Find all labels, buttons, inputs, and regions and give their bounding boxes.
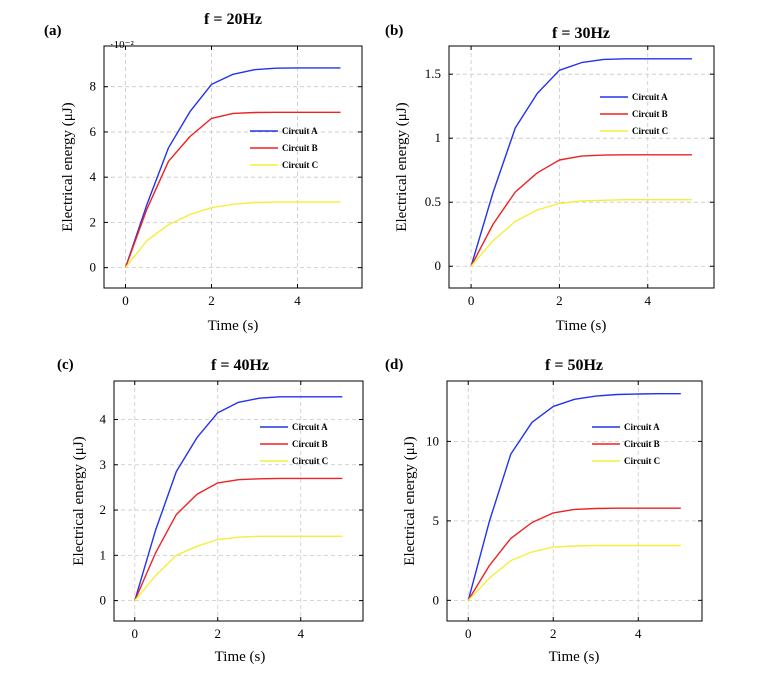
x-tick-label: 4 [645,293,652,308]
legend-label: Circuit A [292,422,328,432]
chart-title: f = 30Hz [552,25,610,42]
legend-label: Circuit B [282,143,318,153]
y-tick-label: 1.5 [425,66,441,81]
y-tick-label: 0 [435,258,442,273]
series-line-circuit-b [134,477,343,601]
y-tick-label: 8 [90,79,97,94]
y-tick-label: 0 [433,592,440,607]
panel-label: (a) [44,23,62,39]
x-axis-label: Time (s) [556,318,607,334]
series-line-circuit-a [124,67,341,268]
series-line-circuit-b [470,154,692,267]
y-tick-label: 10 [426,433,439,448]
legend-label: Circuit C [624,456,660,466]
y-tick-label: 6 [90,124,97,139]
series-line-circuit-b [124,111,341,268]
y-tick-label: 0 [100,593,107,608]
y-axis-label: Electrical energy (μJ) [394,102,410,231]
legend-label: Circuit C [282,160,318,170]
legend-label: Circuit B [624,439,660,449]
y-tick-label: 0.5 [425,194,441,209]
y-axis-exponent: ·10⁻² [110,39,134,51]
y-tick-label: 2 [90,214,97,229]
y-tick-label: 2 [100,502,107,517]
series-line-circuit-c [467,544,681,601]
legend-label: Circuit B [632,109,668,119]
series-line-circuit-a [134,396,343,601]
series-line-circuit-c [470,198,692,267]
x-tick-label: 2 [208,293,215,308]
x-tick-label: 4 [294,293,301,308]
series-line-circuit-c [124,201,341,269]
x-axis-label: Time (s) [549,649,600,665]
x-axis-label: Time (s) [208,318,259,334]
y-tick-label: 1 [100,547,107,562]
x-tick-label: 4 [298,626,305,641]
y-tick-label: 5 [433,513,440,528]
chart-panel-4: 0 2 4 0 5 10 Circuit A Circuit B Circuit C (d) f =… [385,357,703,665]
y-tick-label: 4 [100,411,107,426]
chart-title: f = 50Hz [545,357,603,374]
plot-frame [446,380,703,622]
legend-label: Circuit A [624,422,660,432]
panel-label: (b) [385,23,403,39]
panel-label: (d) [385,357,403,373]
chart-panel-3: 0 2 4 0 1 2 3 4 Circuit A Circuit B Circuit C (c) f … [57,357,364,665]
y-axis-label: Electrical energy (μJ) [60,102,76,231]
plot-frame [103,45,363,289]
y-axis-label: Electrical energy (μJ) [402,436,418,565]
y-tick-label: 3 [100,457,107,472]
y-axis-label: Electrical energy (μJ) [71,436,87,565]
x-tick-label: 0 [465,626,472,641]
legend-label: Circuit A [632,92,668,102]
x-tick-label: 0 [132,626,139,641]
x-tick-label: 0 [468,293,475,308]
x-tick-label: 4 [635,626,642,641]
series-line-circuit-a [470,58,692,267]
series-line-circuit-c [134,535,343,602]
y-tick-label: 1 [435,130,442,145]
legend-label: Circuit B [292,439,328,449]
series-line-circuit-a [467,393,681,601]
x-tick-label: 0 [122,293,129,308]
legend-label: Circuit A [282,126,318,136]
legend-label: Circuit C [632,126,668,136]
plot-frame [448,45,715,289]
x-tick-label: 2 [215,626,222,641]
chart-title: f = 40Hz [211,357,269,374]
plot-frame [113,380,364,622]
chart-title: f = 20Hz [204,11,262,28]
x-tick-label: 2 [556,293,563,308]
legend-label: Circuit C [292,456,328,466]
chart-panel-2: 0 2 4 0 0.5 1 1.5 Circuit A Circuit B Circuit C (b… [385,23,715,334]
series-line-circuit-b [467,507,681,601]
y-tick-label: 0 [90,260,97,275]
x-tick-label: 2 [550,626,557,641]
y-tick-label: 4 [90,169,97,184]
panel-label: (c) [57,357,74,373]
x-axis-label: Time (s) [215,649,266,665]
chart-panel-1: 0 2 4 0 2 4 6 8 Circuit A Circuit B Circuit C (a) f … [44,11,363,334]
